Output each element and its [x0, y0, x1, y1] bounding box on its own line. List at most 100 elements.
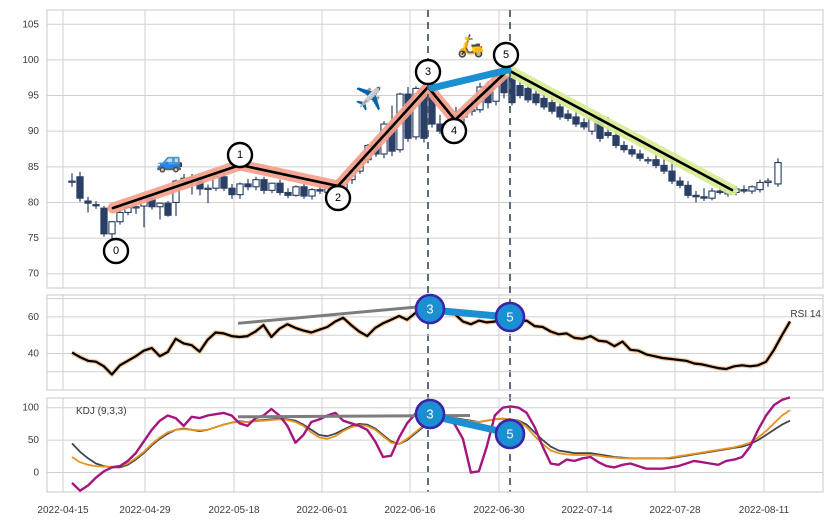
marker-circle[interactable] — [226, 141, 254, 169]
rsi-axis-labels: 60 40 — [28, 312, 40, 360]
price-panel-frame — [46, 9, 824, 289]
price-marker-2[interactable]: 2 — [324, 184, 352, 212]
price-tick-label: 100 — [22, 55, 39, 66]
price-divergence-line — [428, 66, 512, 92]
marker-label: 4 — [451, 125, 457, 137]
price-marker-0[interactable]: 0 — [102, 237, 130, 265]
candle-body — [268, 182, 276, 191]
marker-circle[interactable] — [494, 301, 526, 333]
candle-body — [220, 176, 228, 189]
marker-circle[interactable] — [414, 58, 442, 86]
date-tick-label: 2022-04-15 — [37, 505, 89, 516]
candle-body — [228, 187, 236, 196]
marker-label: 2 — [335, 192, 341, 204]
candle-body — [204, 187, 212, 190]
date-tick-label: 2022-04-29 — [119, 505, 171, 516]
price-tick-label: 105 — [22, 19, 39, 30]
candle-body — [76, 176, 84, 199]
candle-body — [412, 87, 420, 138]
candle-body — [612, 134, 620, 146]
trend-line — [336, 85, 430, 188]
kdj-marker-3[interactable]: 3 — [414, 398, 446, 430]
candle-body — [604, 132, 612, 137]
marker-circle[interactable] — [492, 41, 520, 69]
rsi-marker-5[interactable]: 5 — [494, 301, 526, 333]
marker-label: 0 — [113, 245, 119, 257]
kdj-marker-5[interactable]: 5 — [494, 418, 526, 450]
marker-label: 5 — [503, 49, 509, 61]
date-tick-label: 2022-06-30 — [473, 505, 525, 516]
marker-circle[interactable] — [324, 184, 352, 212]
date-axis-labels: 2022-04-15 2022-04-29 2022-05-18 2022-06-01… — [37, 505, 789, 516]
kdj-tick-label: 50 — [28, 435, 40, 446]
rsi-grid — [47, 295, 823, 390]
candle-body — [660, 164, 668, 172]
marker-circle[interactable] — [102, 237, 130, 265]
candle-body — [774, 161, 782, 185]
trend-line — [111, 163, 242, 210]
marker-circle[interactable] — [414, 398, 446, 430]
candle-body — [572, 116, 580, 125]
date-tick-label: 2022-07-14 — [561, 505, 613, 516]
price-divergence-segment — [428, 66, 512, 92]
trend-lines — [111, 68, 734, 210]
marker-label: 5 — [506, 427, 513, 442]
candle-body — [524, 87, 532, 101]
candle-body — [764, 180, 772, 184]
kdj-label: KDJ (9,3,3) — [76, 406, 127, 417]
candle-body — [748, 186, 756, 192]
candle-body — [116, 211, 124, 223]
candle-body — [68, 180, 76, 183]
candle-body — [636, 153, 644, 159]
rsi-uptrend-guide — [237, 304, 429, 325]
candle-body — [700, 196, 708, 199]
candle-body — [284, 191, 292, 196]
candle-body — [708, 190, 716, 199]
candle-body — [276, 182, 284, 194]
price-marker-1[interactable]: 1 — [226, 141, 254, 169]
candle-body — [628, 149, 636, 155]
marker-label: 3 — [426, 407, 433, 422]
candle-body — [532, 93, 540, 104]
candle-body — [300, 186, 308, 197]
rsi-marker-3[interactable]: 3 — [414, 293, 446, 325]
candle-body — [252, 179, 260, 188]
candle-body — [308, 189, 316, 197]
candle-body — [540, 97, 548, 108]
candle-body — [164, 202, 172, 216]
date-tick-label: 2022-08-11 — [739, 505, 790, 516]
rsi-label: RSI 14 — [790, 309, 821, 320]
candle-body — [716, 190, 724, 194]
price-markers[interactable]: 0 1 2 3 4 5 — [102, 41, 520, 265]
candle-body — [92, 204, 100, 207]
price-tick-label: 80 — [28, 197, 40, 208]
candle-body — [580, 122, 588, 128]
candle-body — [644, 159, 652, 162]
indicator-markers[interactable]: 3 5 3 5 — [414, 293, 526, 450]
kdj-axis-labels: 100 50 0 — [22, 403, 39, 479]
price-panel-border — [46, 9, 824, 289]
price-marker-4[interactable]: 4 — [440, 117, 468, 145]
price-tick-label: 75 — [28, 233, 40, 244]
candle-body — [692, 194, 700, 198]
candle-body — [652, 159, 660, 166]
price-tick-label: 90 — [28, 126, 40, 137]
marker-circle[interactable] — [440, 117, 468, 145]
marker-circle[interactable] — [414, 293, 446, 325]
trend-line — [426, 85, 457, 122]
kdj-tick-label: 100 — [22, 403, 39, 414]
candle-body — [676, 180, 684, 186]
kdj-panel-border — [46, 397, 824, 493]
marker-circle[interactable] — [494, 418, 526, 450]
marker-label: 5 — [506, 310, 513, 325]
price-tick-label: 95 — [28, 91, 40, 102]
candle-body — [516, 85, 524, 97]
price-marker-5[interactable]: 5 — [492, 41, 520, 69]
price-marker-3[interactable]: 3 — [414, 58, 442, 86]
candle-body — [84, 200, 92, 204]
candle-body — [556, 106, 564, 118]
candle-body — [260, 179, 268, 191]
marker-label: 1 — [237, 149, 243, 161]
